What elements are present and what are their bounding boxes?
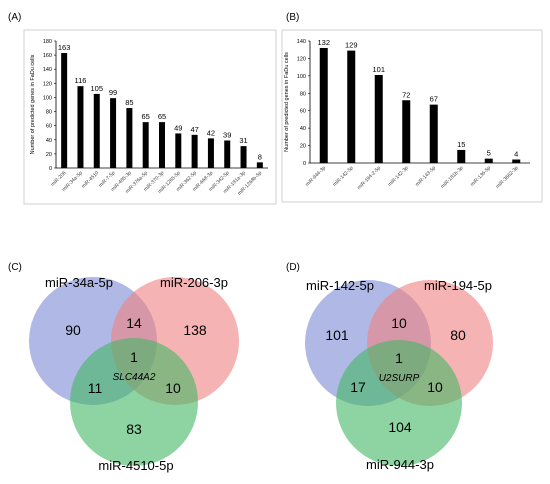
chart-a-bar: [175, 133, 182, 168]
panel-a-label: (A): [8, 12, 21, 23]
venn-d-region-1-3: 17: [350, 379, 366, 395]
venn-d-set-label-3: miR-944-3p: [366, 457, 434, 472]
panel-c-label: (C): [8, 262, 22, 273]
chart-a-bar: [240, 146, 247, 168]
chart-a-y-tick-label: 160: [43, 53, 52, 59]
chart-b-bar: [319, 47, 328, 163]
venn-c-set-label-1: miR-34a-5p: [45, 275, 113, 290]
chart-a-bar: [191, 134, 198, 168]
venn-c-region-only-1: 90: [65, 322, 81, 338]
chart-b-value-label: 132: [317, 38, 330, 47]
chart-a-y-tick-label: 0: [49, 166, 52, 172]
chart-a-bar: [142, 122, 149, 168]
venn-c-region-1-2: 14: [126, 315, 142, 331]
venn-d: miR-142-5p miR-194-5p miR-944-3p 101 10 …: [305, 278, 493, 472]
venn-d-set-label-2: miR-194-5p: [424, 278, 492, 293]
chart-a-bar: [77, 86, 84, 168]
venn-c-region-1-3: 11: [88, 380, 103, 396]
chart-a-value-label: 39: [223, 130, 231, 139]
chart-a-value-label: 47: [190, 125, 198, 134]
chart-b-value-label: 72: [402, 90, 410, 99]
venn-c-circle-3: [70, 338, 198, 466]
chart-a-bar: [110, 98, 117, 168]
chart-a-y-tick-label: 120: [43, 81, 52, 87]
chart-a-value-label: 31: [239, 136, 247, 145]
chart-b-y-tick-label: 100: [297, 74, 306, 80]
chart-a-bar: [93, 93, 100, 168]
chart-a-bar: [224, 140, 231, 168]
chart-b-bar: [402, 100, 411, 163]
chart-b-y-tick-label: 40: [300, 126, 306, 132]
chart-b-bar: [457, 149, 466, 163]
venn-c-region-all: 1: [130, 349, 138, 365]
chart-b-y-tick-label: 20: [300, 144, 306, 150]
chart-b-bar: [484, 158, 493, 163]
chart-b-value-label: 15: [457, 140, 465, 149]
chart-b-y-axis-label: Number of predicted genes in FaDu cells: [284, 52, 290, 152]
chart-b-y-tick-label: 60: [300, 109, 306, 115]
venn-d-region-2-3: 10: [427, 379, 443, 395]
venn-d-region-only-3: 104: [388, 419, 412, 435]
chart-a-value-label: 65: [142, 112, 150, 121]
venn-c-region-only-2: 138: [183, 322, 207, 338]
chart-a-y-tick-label: 180: [43, 39, 52, 45]
venn-c-region-only-3: 83: [126, 421, 142, 437]
chart-a-value-label: 42: [207, 128, 215, 137]
chart-a-value-label: 99: [109, 88, 117, 97]
venn-c-center-gene: SLC44A2: [113, 372, 156, 383]
chart-a-y-tick-label: 40: [46, 138, 52, 144]
chart-b-y-tick-label: 140: [297, 39, 306, 45]
venn-d-circle-3: [336, 340, 462, 466]
chart-a-bar: [126, 108, 133, 168]
chart-a-y-tick-label: 20: [46, 152, 52, 158]
chart-a-value-label: 8: [258, 152, 262, 161]
chart-b-bar: [347, 50, 356, 164]
chart-a-value-label: 116: [74, 76, 86, 85]
venn-d-set-label-1: miR-142-5p: [306, 278, 374, 293]
chart-b-value-label: 5: [487, 149, 491, 158]
chart-b-value-label: 101: [372, 65, 385, 74]
venn-d-region-only-1: 101: [325, 327, 349, 343]
venn-c-set-label-3: miR-4510-5p: [98, 458, 173, 473]
chart-a-bar: [207, 138, 214, 168]
venn-c-set-label-2: miR-206-3p: [160, 275, 228, 290]
panel-d-label: (D): [286, 262, 300, 273]
chart-a-value-label: 49: [174, 123, 182, 132]
chart-a-bar: [159, 122, 165, 168]
venn-d-region-only-2: 80: [450, 327, 466, 343]
chart-a-bar: [61, 52, 68, 168]
chart-b-y-tick-label: 120: [297, 56, 306, 62]
chart-a-y-tick-label: 60: [46, 124, 52, 130]
chart-b-value-label: 4: [514, 150, 518, 159]
chart-a-y-tick-label: 100: [43, 95, 52, 101]
chart-a-value-label: 65: [158, 112, 166, 121]
chart-a-value-label: 85: [125, 98, 133, 107]
venn-d-region-1-2: 10: [391, 315, 407, 331]
venn-d-center-gene: U2SURP: [379, 373, 420, 384]
venn-c: miR-34a-5p miR-206-3p miR-4510-5p 90 14 …: [29, 275, 239, 473]
chart-b-value-label: 129: [345, 41, 358, 50]
chart-a-y-tick-label: 140: [43, 67, 52, 73]
venn-c-region-2-3: 10: [165, 380, 181, 396]
panel-b-label: (B): [286, 12, 299, 23]
chart-a-y-tick-label: 80: [46, 110, 52, 116]
chart-a-value-label: 105: [91, 84, 104, 93]
chart-b-value-label: 67: [430, 95, 438, 104]
chart-a-y-axis-label: Number of predicted genes in FaDu cells: [30, 54, 36, 154]
chart-a-value-label: 163: [58, 43, 71, 52]
chart-b-bar: [512, 159, 521, 163]
chart-a-bar: [256, 162, 263, 168]
chart-b-bar: [429, 104, 438, 163]
chart-b-y-tick-label: 80: [300, 91, 306, 97]
chart-b-y-tick-label: 0: [303, 161, 306, 167]
chart-b-bar: [374, 74, 383, 163]
venn-d-region-all: 1: [395, 350, 403, 366]
